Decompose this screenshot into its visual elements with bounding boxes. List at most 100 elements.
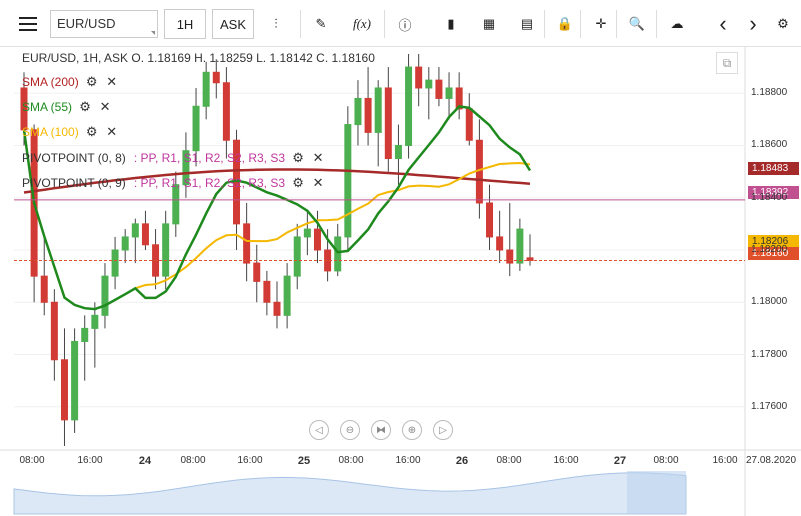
chart-container[interactable] [0,46,801,516]
settings-gear-icon[interactable]: ⚙ [777,16,789,31]
candle-body [141,223,149,246]
price-tag: 1.18160 [748,247,799,260]
hamburger-icon[interactable] [10,9,46,39]
candle-body [394,144,402,160]
candle-body [40,275,48,303]
candle-body [50,301,58,361]
indicator-components: : PP, R1, S1, R2, S2, R3, S3 [133,176,286,190]
y-tick-label: 1.18800 [751,87,788,99]
x-tick-label: 08:00 [338,455,364,466]
zoom-in-icon[interactable]: ⊕ [402,420,422,440]
top-toolbar: EUR/USD 1H ASK ⫶ ✎ f(x) ⓘ ▮ ▦ ▤ 🔒 ✛ 🔍 ☁ ‹ › ⚙ [0,0,801,47]
info-icon[interactable]: ⓘ [398,17,412,33]
y-tick-label: 1.18400 [751,191,788,203]
candle-body [303,228,311,238]
candle-body [192,105,200,152]
volume-bars-icon[interactable]: ▮ [447,16,455,31]
cloud-upload-icon[interactable]: ☁ [670,16,684,31]
y-tick-label: 1.18600 [751,139,788,151]
zoom-out-icon[interactable]: ⊖ [340,420,360,440]
candle-body [334,236,342,272]
price-tag: 1.18392 [748,186,799,199]
symbol-value: EUR/USD [57,16,116,31]
indicator-remove-close-icon[interactable]: ✕ [106,74,118,89]
candle-body [91,314,99,329]
y-tick-label: 1.18000 [751,296,788,308]
indicator-settings-gear-icon[interactable]: ⚙ [292,150,304,165]
ohlc-readout: EUR/USD, 1H, ASK O. 1.18169 H. 1.18259 L… [22,51,375,65]
candle-body [162,223,170,277]
indicator-remove-close-icon[interactable]: ✕ [312,150,324,165]
calendar-icon[interactable]: ▦ [482,16,496,31]
x-tick-label: 08:00 [653,455,679,466]
candle-body [506,249,514,264]
popout-window-icon[interactable]: ⧉ [716,52,738,74]
indicator-remove-close-icon[interactable]: ✕ [106,124,118,139]
caret-down-icon [151,31,155,35]
x-tick-label: 16:00 [77,455,103,466]
candle-body [222,82,230,141]
candle-body [415,66,423,89]
news-icon[interactable]: ▤ [520,16,534,31]
chevron-left-icon[interactable]: ‹ [719,11,727,36]
indicator-row[interactable]: PIVOTPOINT (0, 9): PP, R1, S1, R2, S2, R… [22,175,325,191]
y-tick-label: 1.17600 [751,400,788,412]
toolbar-separator [656,10,657,38]
candle-body [405,66,413,146]
reset-view-icon[interactable]: ⧓ [371,420,391,440]
indicator-row[interactable]: SMA (200) ⚙ ✕ [22,74,119,90]
indicator-settings-gear-icon[interactable]: ⚙ [79,99,91,114]
price-chart[interactable] [0,46,801,516]
candle-body [60,359,68,421]
function-icon[interactable]: f(x) [352,16,372,31]
toolbar-separator [580,10,581,38]
candle-body [435,79,443,99]
candle-body [283,275,291,316]
scroll-left-icon[interactable]: ◁ [309,420,329,440]
toolbar-separator [300,10,301,38]
timeframe-select[interactable]: 1H [164,9,206,39]
price-type-select[interactable]: ASK [212,9,254,39]
candle-body [263,280,271,303]
draw-pencil-icon[interactable]: ✎ [315,16,327,31]
scroll-right-icon[interactable]: ▷ [433,420,453,440]
candle-body [344,124,352,238]
toolbar-separator [384,10,385,38]
indicator-settings-gear-icon[interactable]: ⚙ [85,74,98,89]
chevron-right-icon[interactable]: › [749,11,757,36]
candle-body [384,87,392,160]
crosshair-icon[interactable]: ✛ [595,16,607,31]
candle-body [101,275,109,316]
indicator-settings-gear-icon[interactable]: ⚙ [85,124,98,139]
candle-body [293,236,301,277]
indicator-remove-close-icon[interactable]: ✕ [312,175,324,190]
x-tick-label: 08:00 [180,455,206,466]
timeframe-value: 1H [176,16,194,32]
candle-body [172,184,180,225]
x-tick-label: 16:00 [553,455,579,466]
lock-icon[interactable]: 🔒 [556,16,574,31]
candle-body [445,87,453,99]
candle-body [202,71,210,107]
candle-body [81,327,89,342]
price-type-value: ASK [219,16,246,32]
candle-body [212,71,220,84]
x-tick-label: 08:00 [19,455,45,466]
candle-body [455,87,463,110]
candlestick-type-icon[interactable]: ⫶ [274,16,278,31]
x-tick-label: 16:00 [237,455,263,466]
candle-body [243,223,251,264]
navigator-selection [627,471,686,514]
indicator-remove-close-icon[interactable]: ✕ [99,99,111,114]
x-tick-label: 25 [297,455,311,467]
indicator-row[interactable]: SMA (100) ⚙ ✕ [22,124,119,140]
indicator-label: SMA (55) [22,100,73,114]
indicator-settings-gear-icon[interactable]: ⚙ [292,175,304,190]
navigator-area [13,472,687,515]
zoom-icon[interactable]: 🔍 [628,16,646,31]
candle-body [486,202,494,238]
indicator-row[interactable]: SMA (55) ⚙ ✕ [22,99,112,115]
indicator-row[interactable]: PIVOTPOINT (0, 8): PP, R1, S1, R2, S2, R… [22,150,325,166]
candle-body [131,223,139,238]
symbol-select[interactable]: EUR/USD [50,10,158,38]
